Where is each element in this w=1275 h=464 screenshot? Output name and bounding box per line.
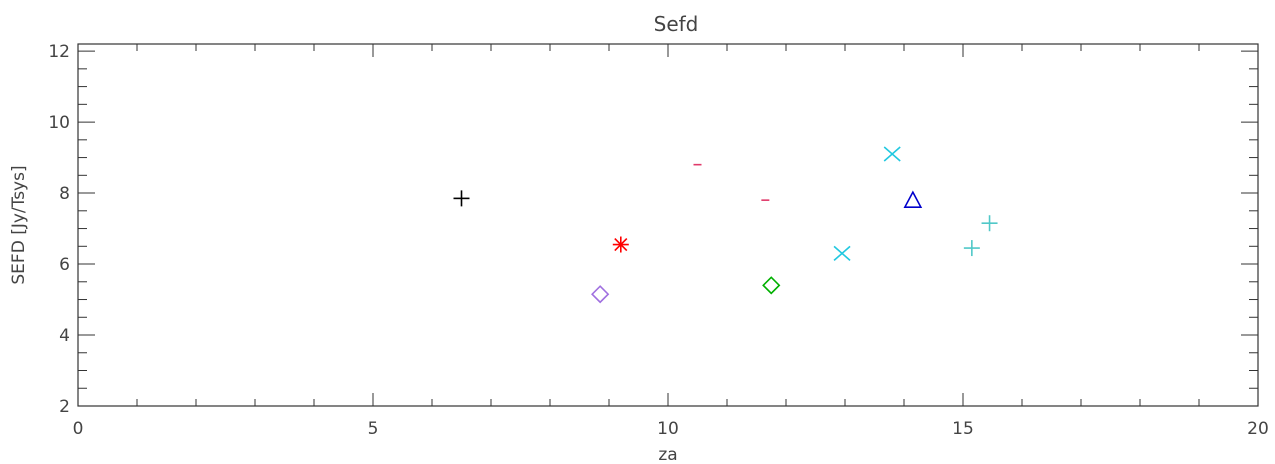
data-point-x <box>883 146 901 162</box>
x-tick-label: 10 <box>657 419 679 439</box>
data-point-triangle <box>903 190 923 208</box>
y-tick-label: 4 <box>59 326 70 346</box>
data-point-plus <box>963 240 980 257</box>
y-tick-label: 10 <box>48 113 70 133</box>
axis-ticks <box>77 44 1259 407</box>
data-point-plus <box>981 215 998 232</box>
x-tick-labels: 0 5 10 15 20 <box>73 419 1269 439</box>
data-point-plus <box>453 190 470 207</box>
x-axis-label: za <box>658 445 677 464</box>
data-point-diamond <box>591 285 610 304</box>
y-tick-label: 8 <box>59 184 70 204</box>
y-tick-label: 2 <box>59 397 70 417</box>
y-axis-label: SEFD [Jy/Tsys] <box>9 165 29 284</box>
x-tick-label: 5 <box>368 419 379 439</box>
data-point-diamond <box>762 276 781 295</box>
plot-frame <box>77 43 1259 407</box>
y-tick-label: 12 <box>48 42 70 62</box>
data-point-asterisk <box>612 236 629 253</box>
data-point-x <box>833 245 851 261</box>
data-points <box>453 146 998 304</box>
y-tick-labels: 2 4 6 8 10 12 <box>48 42 70 417</box>
chart-title: Sefd <box>654 12 699 36</box>
x-tick-label: 20 <box>1247 419 1269 439</box>
x-tick-label: 15 <box>952 419 974 439</box>
x-tick-label: 0 <box>73 419 84 439</box>
y-tick-label: 6 <box>59 255 70 275</box>
